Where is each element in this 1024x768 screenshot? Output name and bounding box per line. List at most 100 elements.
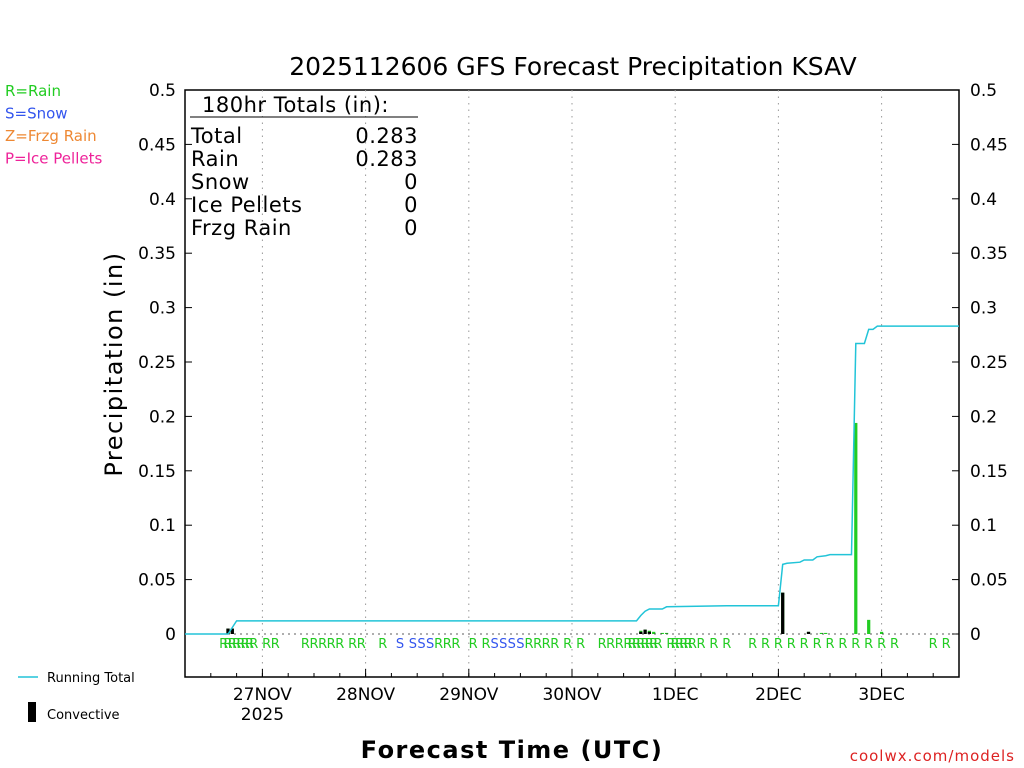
ptype-code: R <box>327 637 336 652</box>
ptype-code: S <box>490 637 498 652</box>
chart-title: 2025112606 GFS Forecast Precipitation KS… <box>289 52 856 81</box>
running-total-line <box>185 325 959 635</box>
ptype-code: R <box>641 637 650 652</box>
precip-bar <box>660 632 664 634</box>
ptype-code: R <box>318 637 327 652</box>
ptype-code: S <box>516 637 524 652</box>
precip-bar <box>867 619 871 634</box>
ptype-code: R <box>451 637 460 652</box>
ptype-code: R <box>722 637 731 652</box>
ptype-code: R <box>666 637 675 652</box>
ptype-code: R <box>598 637 607 652</box>
ptype-code: R <box>623 637 632 652</box>
legend-type-1: S=Snow <box>5 105 68 123</box>
ptype-code: R <box>615 637 624 652</box>
y-tick-label-left: 0.25 <box>138 353 176 373</box>
ptype-code: R <box>877 637 886 652</box>
ptype-code: S <box>508 637 516 652</box>
ptype-code: S <box>499 637 507 652</box>
y-axis-left: 0 0.05 0.1 0.15 0.2 0.25 0.3 0.35 0.4 0.45 0.5 <box>138 81 192 645</box>
ptype-code: R <box>309 637 318 652</box>
x-tick-label: 29NOV <box>439 685 498 705</box>
y-tick-label-right: 0.45 <box>970 135 1008 155</box>
totals-row-label: Frzg Rain <box>191 216 292 240</box>
grid-lines <box>261 90 883 677</box>
y-tick-label-left: 0 <box>165 625 176 645</box>
totals-row-value: 0 <box>404 216 418 240</box>
ptype-code: R <box>825 637 834 652</box>
x-tick-label: 27NOV <box>233 685 292 705</box>
running-total-polyline <box>185 325 959 635</box>
ptype-code: R <box>348 637 357 652</box>
ptype-code: R <box>649 637 658 652</box>
x-tick-label: 2DEC <box>755 685 802 705</box>
ptype-code: R <box>249 637 258 652</box>
precip-bars <box>226 422 959 635</box>
convective-bar <box>230 628 234 634</box>
ptype-code: R <box>245 637 254 652</box>
totals-row-label: Ice Pellets <box>191 193 302 217</box>
ptype-code: R <box>800 637 809 652</box>
ptype-code: R <box>241 637 250 652</box>
ptype-code: R <box>533 637 542 652</box>
y-tick-label-left: 0.3 <box>149 299 176 319</box>
totals-row-label: Snow <box>191 170 250 194</box>
totals-row-value: 0 <box>404 170 418 194</box>
ptype-code: R <box>228 637 237 652</box>
totals-row-value: 0 <box>404 193 418 217</box>
ptype-code: R <box>688 637 697 652</box>
convective-legend-swatch <box>28 702 36 722</box>
ptype-code: R <box>576 637 585 652</box>
ptype-code: R <box>378 637 387 652</box>
y-tick-label-right: 0 <box>970 625 981 645</box>
y-tick-label-left: 0.4 <box>149 190 176 210</box>
convective-bar <box>639 631 643 634</box>
ptype-code: R <box>774 637 783 652</box>
ptype-code: R <box>262 637 271 652</box>
y-tick-label-right: 0.4 <box>970 190 997 210</box>
ptype-code: R <box>357 637 366 652</box>
totals-header: 180hr Totals (in): <box>202 93 389 117</box>
ptype-code: R <box>838 637 847 652</box>
ptype-code: R <box>890 637 899 652</box>
y-tick-label-right: 0.15 <box>970 462 1008 482</box>
legend-type-3: P=Ice Pellets <box>5 150 102 168</box>
precip-bar <box>879 631 884 634</box>
ptype-code: R <box>787 637 796 652</box>
ptype-code: R <box>232 637 241 652</box>
ptype-code: S <box>409 637 417 652</box>
ptype-code: R <box>335 637 344 652</box>
x-tick-label: 1DEC <box>652 685 699 705</box>
x-tick-label: 28NOV <box>336 685 395 705</box>
ptype-code: R <box>542 637 551 652</box>
ptype-code: R <box>481 637 490 652</box>
ptype-code: R <box>864 637 873 652</box>
ptype-code: R <box>443 637 452 652</box>
ptype-code: R <box>563 637 572 652</box>
ptype-code: R <box>606 637 615 652</box>
ptype-code: R <box>645 637 654 652</box>
totals-row-label: Total <box>190 124 243 148</box>
ptype-code: R <box>684 637 693 652</box>
ptype-code: R <box>929 637 938 652</box>
totals-row-value: 0.283 <box>355 124 418 148</box>
precip-bar <box>854 422 858 634</box>
convective-bar <box>781 592 785 634</box>
precip-type-legend: R=Rain S=Snow Z=Frzg Rain P=Ice Pellets <box>5 82 102 168</box>
precip-bar <box>664 632 669 634</box>
convective-bar <box>226 628 230 634</box>
convective-bar <box>643 629 647 634</box>
ptype-code: R <box>679 637 688 652</box>
ptype-code: R <box>223 637 232 652</box>
precip-bar <box>824 632 828 634</box>
credit-text: coolwx.com/models <box>850 747 1015 765</box>
ptype-code: R <box>628 637 637 652</box>
ptype-code: R <box>709 637 718 652</box>
convective-bar <box>647 631 652 634</box>
y-tick-label-left: 0.45 <box>138 135 176 155</box>
ptype-code: R <box>813 637 822 652</box>
ptype-code: R <box>524 637 533 652</box>
